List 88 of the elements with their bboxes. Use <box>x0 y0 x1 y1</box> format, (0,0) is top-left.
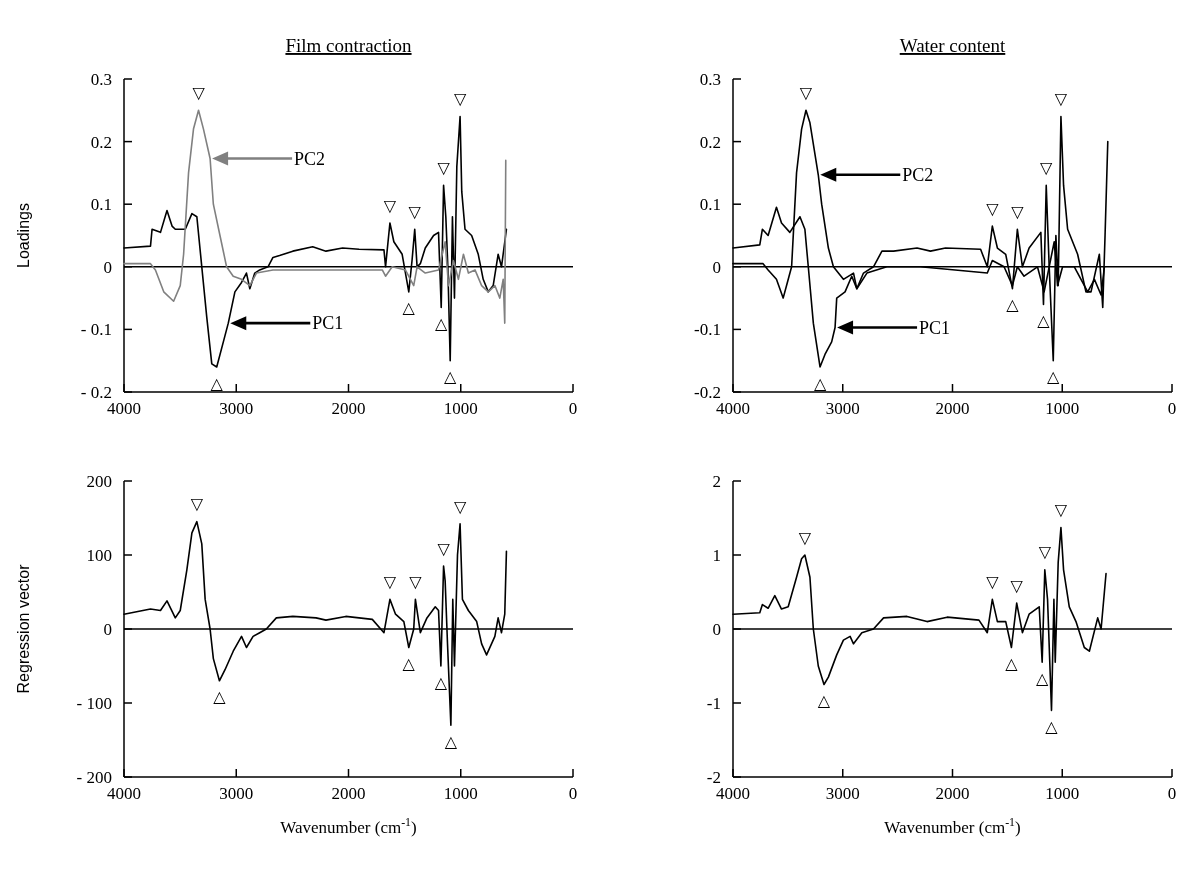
annotation: ▽ <box>453 89 467 109</box>
annotation: △ <box>817 691 831 711</box>
x-tick-label: 3000 <box>825 784 860 803</box>
annotation: ▽ <box>409 572 423 591</box>
y-tick-label: 0.1 <box>90 195 112 215</box>
chart-title: Film contraction <box>285 35 413 56</box>
y-tick-label: 200 <box>86 471 112 491</box>
annotation: △ <box>1006 295 1020 315</box>
y-tick-label: 2 <box>712 471 721 491</box>
annotation: △ <box>1045 717 1059 736</box>
y-tick-label: 0 <box>103 257 112 277</box>
legend-label: PC1 <box>312 313 344 334</box>
annotation: ▽ <box>986 572 1000 591</box>
annotation: ▽ <box>1040 158 1054 178</box>
legend-label: PC1 <box>919 317 951 338</box>
x-tick-label: 0 <box>568 784 578 803</box>
annotation: △ <box>1047 367 1061 387</box>
chart-title: Water content <box>899 35 1006 56</box>
legend-label: PC2 <box>294 148 326 169</box>
x-tick-label: 0 <box>1167 784 1177 803</box>
x-tick-label: 4000 <box>716 399 750 418</box>
annotation: ▽ <box>799 82 813 102</box>
x-tick-label: 2000 <box>935 399 970 418</box>
y-tick-label: 100 <box>86 545 112 565</box>
annotation: △ <box>402 654 416 674</box>
y-tick-label: -1 <box>706 693 721 713</box>
annotation: ▽ <box>383 572 397 591</box>
annotation: △ <box>210 373 224 393</box>
annotation: △ <box>402 298 416 318</box>
annotation: ▽ <box>1011 201 1025 221</box>
y-tick-label: -0.2 <box>694 382 721 402</box>
x-tick-label: 4000 <box>107 399 141 418</box>
x-tick-label: 0 <box>1167 399 1177 418</box>
annotation: △ <box>434 672 448 692</box>
y-tick-label: -2 <box>706 767 721 787</box>
annotation: △ <box>435 314 449 334</box>
annotation: ▽ <box>437 158 451 178</box>
annotation: △ <box>813 373 827 393</box>
annotation: ▽ <box>192 82 206 102</box>
annotation: △ <box>1005 654 1019 674</box>
y-tick-label: 0 <box>712 619 721 639</box>
y-tick-label: 1 <box>712 545 721 565</box>
x-tick-label: 4000 <box>107 784 141 803</box>
x-axis-title: Wavenumber (cm$^{-1}$) <box>280 815 417 837</box>
x-tick-label: 1000 <box>1045 784 1080 803</box>
x-tick-label: 1000 <box>443 784 478 803</box>
y-axis-title: Loadings <box>15 203 32 268</box>
legend-label: PC2 <box>902 165 934 186</box>
y-tick-label: 0.3 <box>699 69 721 89</box>
annotation: ▽ <box>190 494 204 514</box>
annotation: ▽ <box>1054 89 1068 109</box>
annotation: ▽ <box>1038 542 1052 562</box>
y-tick-label: 0.2 <box>90 132 112 152</box>
annotation: △ <box>444 367 458 387</box>
annotation: ▽ <box>453 496 467 516</box>
x-tick-label: 2000 <box>935 784 970 803</box>
annotation: △ <box>213 687 227 707</box>
y-tick-label: 0.2 <box>699 132 721 152</box>
x-tick-label: 0 <box>568 399 578 418</box>
annotation: △ <box>1037 310 1051 330</box>
x-tick-label: 1000 <box>443 399 478 418</box>
x-tick-label: 3000 <box>219 784 254 803</box>
x-tick-label: 4000 <box>716 784 750 803</box>
y-tick-label: 0 <box>712 257 721 277</box>
annotation: ▽ <box>1010 575 1024 595</box>
annotation: ▽ <box>1054 500 1068 520</box>
annotation: ▽ <box>986 198 1000 218</box>
y-tick-label: - 100 <box>76 693 112 713</box>
x-tick-label: 2000 <box>331 784 366 803</box>
annotation: △ <box>444 731 458 751</box>
x-tick-label: 2000 <box>331 399 366 418</box>
y-tick-label: 0.3 <box>90 69 112 89</box>
x-tick-label: 1000 <box>1045 399 1080 418</box>
y-tick-label: - 200 <box>76 767 112 787</box>
annotation: ▽ <box>408 201 422 221</box>
y-tick-label: 0 <box>103 619 112 639</box>
x-tick-label: 3000 <box>825 399 860 418</box>
annotation: ▽ <box>437 538 451 558</box>
annotation: ▽ <box>383 195 397 215</box>
x-axis-title: Wavenumber (cm$^{-1}$) <box>884 815 1021 837</box>
y-tick-label: - 0.1 <box>80 320 112 340</box>
annotation: ▽ <box>798 527 812 547</box>
annotation: △ <box>1036 668 1050 688</box>
x-tick-label: 3000 <box>219 399 254 418</box>
y-tick-label: -0.1 <box>694 320 721 340</box>
y-tick-label: 0.1 <box>699 195 721 215</box>
y-axis-title: Regression vector <box>15 563 32 694</box>
y-tick-label: - 0.2 <box>80 382 112 402</box>
